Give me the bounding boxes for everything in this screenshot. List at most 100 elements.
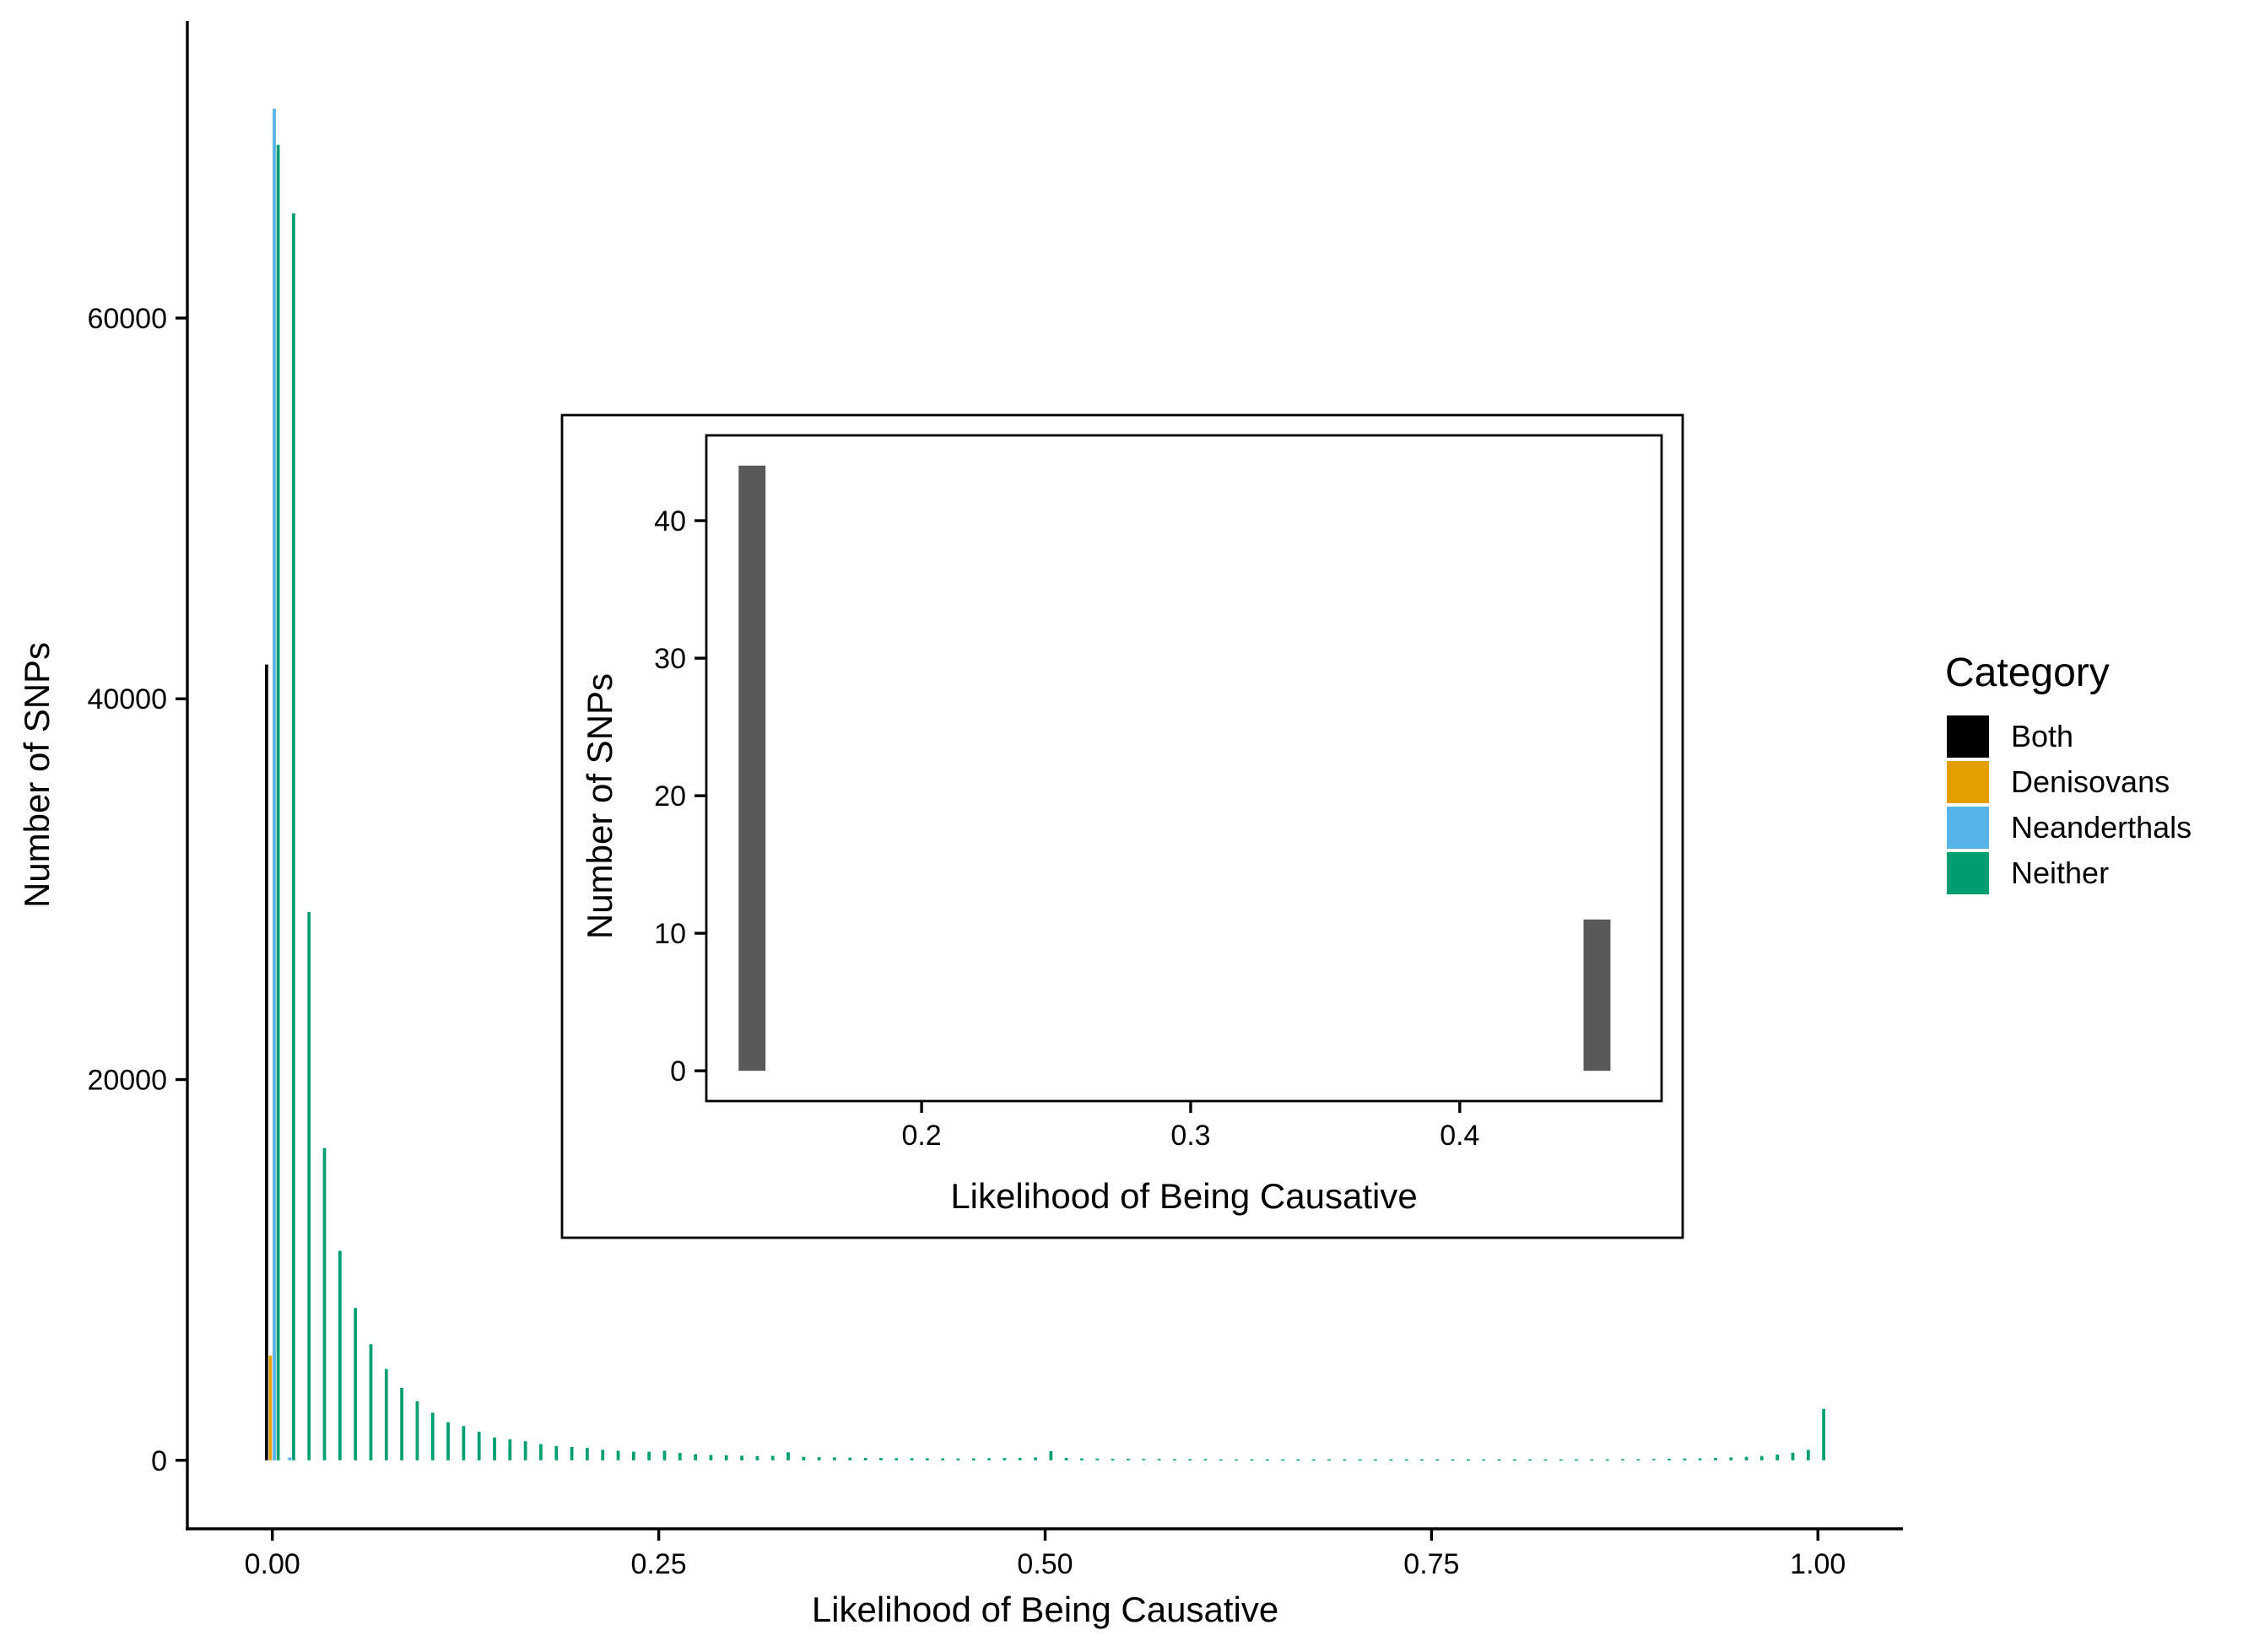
- bar-neither-67: [1311, 1459, 1316, 1461]
- bar-neither-48: [1018, 1457, 1022, 1460]
- main-bars: [264, 108, 1826, 1461]
- main-x-tick-label: 0.25: [631, 1548, 687, 1580]
- main-x-axis-title: Likelihood of Being Causative: [812, 1590, 1278, 1629]
- bar-neanderthals-0: [273, 108, 276, 1460]
- bar-neither-16: [523, 1441, 527, 1460]
- bar-neither-64: [1265, 1459, 1269, 1461]
- bar-neither-57: [1157, 1459, 1161, 1460]
- bar-neither-30: [740, 1455, 743, 1460]
- bar-neither-39: [879, 1458, 883, 1460]
- inset-panel-border: [705, 434, 1663, 1103]
- bar-neither-22: [616, 1450, 620, 1460]
- bar-neither-66: [1296, 1459, 1300, 1461]
- bar-neither-68: [1327, 1459, 1331, 1461]
- inset-y-axis-title: Number of SNPs: [580, 673, 619, 939]
- bar-neither-95: [1744, 1456, 1748, 1460]
- bar-neither-29: [724, 1455, 728, 1460]
- bar-neither-71: [1374, 1459, 1377, 1461]
- bar-neither-37: [848, 1457, 852, 1460]
- inset-y-tick-label: 30: [654, 643, 686, 675]
- bar-neither-83: [1559, 1459, 1563, 1461]
- bar-neither-40: [894, 1458, 899, 1460]
- bar-neither-59: [1188, 1459, 1192, 1460]
- bar-neither-100: [1822, 1408, 1826, 1460]
- bar-neither-82: [1543, 1459, 1548, 1461]
- bar-both-0: [264, 664, 268, 1460]
- bar-neither-35: [817, 1457, 821, 1460]
- bar-neither-74: [1420, 1459, 1424, 1461]
- legend: Category Both Denisovans Neanderthals Neith…: [1945, 651, 2192, 894]
- bar-neither-9: [415, 1401, 419, 1460]
- bar-neither-43: [941, 1458, 945, 1460]
- bar-neither-72: [1389, 1459, 1393, 1461]
- bar-neither-54: [1111, 1458, 1115, 1460]
- bar-neither-93: [1714, 1458, 1717, 1460]
- bar-neither-7: [384, 1369, 388, 1460]
- legend-title: Category: [1945, 651, 2110, 695]
- main-y-tick-label: 40000: [87, 683, 167, 715]
- bar-neither-15: [508, 1439, 512, 1460]
- bar-neither-26: [678, 1453, 682, 1460]
- bar-neither-44: [956, 1458, 960, 1460]
- bar-neither-42: [925, 1458, 929, 1460]
- bar-neither-81: [1528, 1459, 1532, 1461]
- bar-neither-90: [1667, 1458, 1671, 1460]
- bar-neither-49: [1034, 1457, 1037, 1460]
- bar-neither-6: [369, 1344, 373, 1460]
- bar-neither-70: [1358, 1459, 1362, 1461]
- bar-neither-77: [1467, 1459, 1470, 1461]
- main-x-tick-label: 0.75: [1403, 1548, 1459, 1580]
- bar-neither-10: [430, 1412, 435, 1460]
- main-x-tick-label: 0.00: [245, 1548, 300, 1580]
- bar-neither-17: [539, 1444, 543, 1460]
- bar-neither-88: [1636, 1459, 1640, 1460]
- bar-neither-62: [1235, 1459, 1239, 1461]
- bar-neither-38: [863, 1457, 867, 1460]
- bar-denisovans-0: [268, 1355, 273, 1460]
- bar-neither-47: [1003, 1458, 1007, 1460]
- bar-neither-13: [477, 1431, 481, 1460]
- main-ticks: 0.00 0.25 0.50 0.75 1.00 0 20000 40000 60000: [87, 303, 1846, 1580]
- legend-key-neanderthals: [1947, 807, 1989, 849]
- bar-neither-87: [1621, 1459, 1624, 1460]
- main-plot-panel: 0.00 0.25 0.50 0.75 1.00 0 20000 40000 60000 Lik…: [17, 21, 1903, 1629]
- bar-neither-24: [647, 1451, 651, 1460]
- inset-bar-0: [738, 465, 766, 1072]
- main-x-tick-label: 1.00: [1790, 1548, 1846, 1580]
- bar-neither-63: [1250, 1459, 1254, 1461]
- bar-neither-0: [276, 144, 280, 1460]
- bar-neither-4: [338, 1250, 342, 1460]
- inset-bars: [738, 465, 1611, 1072]
- bar-neither-41: [910, 1458, 914, 1460]
- bar-neither-46: [987, 1458, 991, 1460]
- bar-neither-2: [307, 911, 311, 1460]
- bar-neither-20: [586, 1448, 589, 1460]
- inset-x-tick-label: 0.2: [901, 1120, 941, 1152]
- bar-neither-3: [322, 1147, 327, 1460]
- bar-neither-65: [1281, 1459, 1284, 1461]
- bar-neither-33: [786, 1452, 790, 1460]
- bar-neither-51: [1064, 1458, 1068, 1460]
- bar-neither-86: [1605, 1459, 1609, 1461]
- bar-neither-27: [694, 1454, 697, 1460]
- bar-neither-52: [1080, 1458, 1084, 1460]
- bar-neither-11: [446, 1422, 450, 1460]
- bar-neither-69: [1343, 1459, 1347, 1461]
- bar-neither-14: [493, 1437, 496, 1460]
- bar-neither-85: [1590, 1459, 1594, 1461]
- bar-neither-50: [1049, 1450, 1053, 1460]
- main-y-tick-label: 0: [151, 1445, 167, 1477]
- legend-key-denisovans: [1947, 761, 1989, 803]
- inset-plot: 0.2 0.3 0.4 0 10 20 30 40 Likelihood of Being C…: [560, 413, 1684, 1239]
- bar-neither-1: [292, 213, 295, 1460]
- inset-x-tick-label: 0.4: [1440, 1120, 1479, 1152]
- bar-neither-98: [1791, 1452, 1795, 1460]
- bar-neither-60: [1203, 1459, 1208, 1460]
- bar-neanderthals-1: [288, 1457, 292, 1460]
- bar-neither-92: [1698, 1458, 1702, 1460]
- bar-neither-94: [1729, 1457, 1733, 1460]
- bar-neither-31: [755, 1455, 759, 1460]
- bar-neither-97: [1775, 1455, 1780, 1460]
- bar-neither-8: [400, 1388, 403, 1460]
